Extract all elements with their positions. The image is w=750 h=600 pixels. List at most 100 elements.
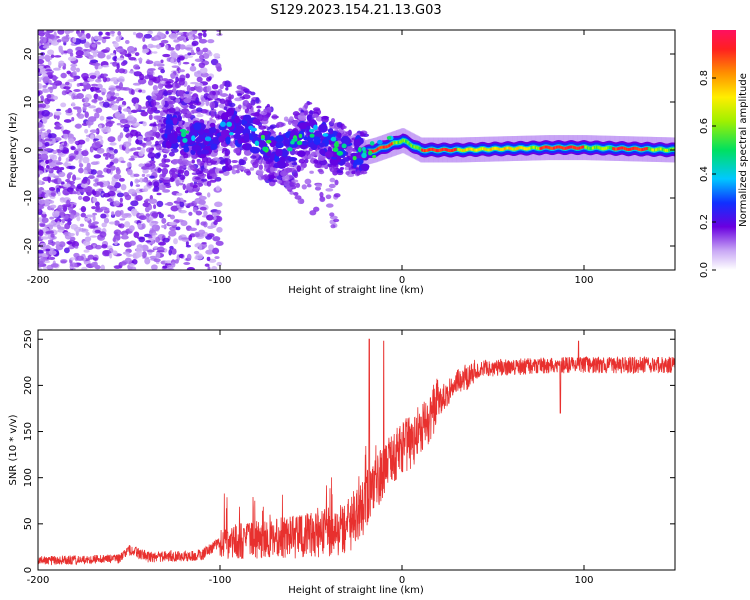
spectrogram-band-core xyxy=(672,147,675,151)
spectrogram-noise-blob xyxy=(39,33,45,37)
spectrogram-band-core xyxy=(493,146,496,150)
spectrogram-band-core xyxy=(601,147,604,151)
spectrogram-peak-blob xyxy=(333,142,339,148)
spectrogram-noise-blob xyxy=(109,52,116,56)
spectrogram-band-core xyxy=(622,146,625,150)
spectrogram-ridge-blob xyxy=(303,136,308,141)
spectrogram-cloud-blob xyxy=(180,95,184,99)
spectrogram-noise-blob xyxy=(108,221,116,225)
snr-x-label: 100 xyxy=(574,575,593,586)
spectrogram-band-core xyxy=(644,147,647,151)
spectrogram-band-core xyxy=(501,148,503,151)
spectrogram-cloud-blob xyxy=(179,174,186,181)
spectrogram-noise-blob xyxy=(93,154,102,159)
spectrogram-noise-blob xyxy=(60,72,67,79)
spectrogram-noise-blob xyxy=(119,197,123,203)
spectrogram-cloud-blob xyxy=(144,163,153,167)
spectrogram-noise-blob xyxy=(199,67,208,74)
spectrogram-noise-blob xyxy=(95,107,103,114)
spectrogram-cloud-blob xyxy=(182,92,191,97)
spectrogram-band-core xyxy=(418,146,421,150)
spectrogram-noise-blob xyxy=(111,211,115,216)
snr-series-line xyxy=(38,338,675,566)
spectrogram-cloud-blob xyxy=(206,180,212,187)
spectrogram-ridge-blob xyxy=(183,146,190,153)
spectrogram-noise-blob xyxy=(151,224,161,232)
spectrogram-noise-blob xyxy=(198,54,205,60)
spectrogram-noise-blob xyxy=(128,157,136,161)
spectrogram-cloud-blob xyxy=(258,164,263,171)
spectrogram-noise-blob xyxy=(57,177,62,184)
spectrogram-band-core xyxy=(604,146,607,150)
spectrogram-noise-blob xyxy=(84,97,90,103)
spectrogram-cloud-blob xyxy=(175,179,180,187)
spectrogram-noise-blob xyxy=(170,52,179,59)
spectrogram-noise-blob xyxy=(81,266,88,270)
spectrogram-noise-blob xyxy=(93,93,99,100)
spectrogram-band-core xyxy=(566,146,569,150)
spectrogram-band-core xyxy=(600,147,603,150)
spectrogram-band-core xyxy=(499,148,502,151)
spectrogram-noise-blob xyxy=(60,215,65,218)
spectrogram-noise-blob xyxy=(146,249,155,253)
spectrogram-cloud-blob xyxy=(238,166,246,170)
spectrogram-band-core xyxy=(516,146,519,150)
spectrogram-cloud-blob xyxy=(189,164,196,171)
spectrogram-cloud-blob xyxy=(191,159,195,164)
spectrogram-noise-blob xyxy=(113,229,122,236)
spectrogram-band-core xyxy=(637,147,640,151)
spectrogram-band-core xyxy=(513,147,516,151)
spectrogram-noise-blob xyxy=(43,43,52,46)
spectrogram-band-core xyxy=(371,149,374,153)
spectrogram-noise-blob xyxy=(170,205,179,212)
spectrogram-noise-blob xyxy=(58,48,64,53)
spectrogram-noise-blob xyxy=(38,179,43,185)
spectrogram-noise-blob xyxy=(38,229,44,237)
spectrogram-band-core xyxy=(667,148,670,152)
spectrogram-band-core xyxy=(660,147,663,151)
spectrogram-noise-blob xyxy=(66,88,70,92)
spectrogram-noise-blob xyxy=(117,31,122,36)
spectrogram-noise-blob xyxy=(214,256,220,260)
spectrogram-noise-blob xyxy=(130,155,139,159)
snr-y-label: 50 xyxy=(23,517,34,530)
spectrogram-noise-blob xyxy=(206,214,214,221)
spectrogram-noise-blob xyxy=(124,221,131,228)
spectrogram-band-core xyxy=(417,146,420,150)
spectrogram-peak-blob xyxy=(336,150,344,156)
spectrogram-band-core xyxy=(631,147,634,151)
spectrogram-noise-blob xyxy=(102,101,110,108)
spectrogram-cloud-blob xyxy=(289,116,294,122)
spectrogram-band-core xyxy=(563,146,566,150)
spectrogram-noise-blob xyxy=(128,225,135,232)
spectrogram-band-core xyxy=(436,149,439,153)
spectrogram-noise-blob xyxy=(145,213,151,217)
spectrogram-noise-blob xyxy=(70,257,75,261)
spectrogram-noise-blob xyxy=(137,58,143,61)
spectrogram-noise-blob xyxy=(168,248,172,256)
spectrogram-noise-blob xyxy=(185,240,189,247)
spectrogram-cloud-blob xyxy=(255,169,264,175)
spectrogram-cloud-blob xyxy=(159,128,164,134)
spectrogram-noise-blob xyxy=(80,183,89,188)
spectrogram-cloud-blob xyxy=(250,155,257,159)
spectrogram-cloud-blob xyxy=(225,87,229,91)
spectrogram-noise-blob xyxy=(179,201,185,208)
spectrogram-noise-blob xyxy=(80,206,87,213)
spectrogram-noise-blob xyxy=(127,136,132,143)
spectrogram-noise-blob xyxy=(44,193,49,198)
spectrogram-peak-blob xyxy=(254,140,260,147)
spectrogram-y-label: -20 xyxy=(23,238,34,254)
spectrogram-noise-blob xyxy=(202,47,209,53)
spectrogram-noise-blob xyxy=(69,180,75,185)
spectrogram-cloud-blob xyxy=(257,109,261,113)
spectrogram-noise-blob xyxy=(75,67,81,73)
spectrogram-cloud-blob xyxy=(318,156,326,161)
spectrogram-noise-blob xyxy=(130,109,138,113)
spectrogram-ridge-blob xyxy=(243,133,250,142)
spectrogram-band-core xyxy=(657,147,660,151)
spectrogram-ridge-blob xyxy=(354,158,364,165)
snr-y-label: 0 xyxy=(23,567,34,573)
spectrogram-band-core xyxy=(645,147,648,150)
snr-y-label: 250 xyxy=(23,330,34,349)
